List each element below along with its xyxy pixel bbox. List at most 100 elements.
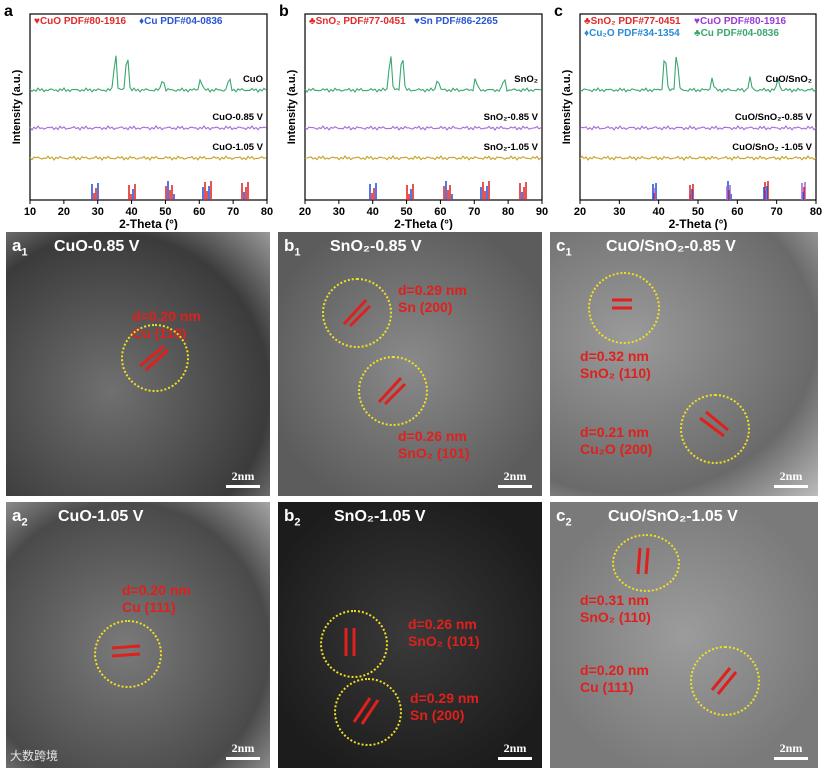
xrd-chart-b: b ♣SnO₂ PDF#77-0451 ♥Sn PDF#86-2265 SnO₂ SnO… bbox=[279, 3, 548, 230]
legend-entry: ♦Cu PDF#04-0836 bbox=[139, 16, 223, 27]
x-tick-label: 30 bbox=[613, 206, 625, 218]
xrd-panel-b: b ♣SnO₂ PDF#77-0451 ♥Sn PDF#86-2265 SnO₂ SnO… bbox=[275, 0, 550, 230]
trace-label: CuO/SnO₂ bbox=[766, 74, 812, 85]
x-tick-label: 70 bbox=[468, 206, 480, 218]
scale-bar: 2nm bbox=[498, 469, 532, 488]
panel-label: b2 bbox=[284, 506, 301, 529]
panel-label: a2 bbox=[12, 506, 28, 529]
x-axis-label: 2-Theta (°) bbox=[394, 217, 453, 230]
legend-entry: ♥CuO PDF#80-1916 bbox=[34, 16, 127, 27]
lattice-annotation: d=0.26 nm SnO₂ (101) bbox=[408, 616, 480, 649]
trace-label: SnO₂ bbox=[514, 74, 538, 85]
x-tick-label: 80 bbox=[810, 206, 822, 218]
panel-label: a1 bbox=[12, 236, 28, 259]
panel-title: CuO/SnO₂-1.05 V bbox=[608, 508, 738, 525]
y-axis-label: Intensity (a.u.) bbox=[561, 69, 573, 144]
trace-label: CuO-1.05 V bbox=[212, 142, 263, 153]
legend-entry: ♣Cu PDF#04-0836 bbox=[694, 28, 779, 39]
x-tick-label: 70 bbox=[227, 206, 239, 218]
xrd-trace bbox=[29, 125, 267, 131]
x-tick-label: 20 bbox=[574, 206, 586, 218]
x-tick-label: 30 bbox=[92, 206, 104, 218]
lattice-mark bbox=[111, 644, 141, 658]
lattice-circle bbox=[588, 272, 660, 344]
x-tick-label: 70 bbox=[771, 206, 783, 218]
panel-letter: c bbox=[554, 3, 563, 20]
panel-title: CuO/SnO₂-0.85 V bbox=[606, 238, 736, 255]
scale-bar: 2nm bbox=[774, 469, 808, 488]
x-axis-label: 2-Theta (°) bbox=[669, 217, 728, 230]
watermark: 大数跨境 bbox=[10, 749, 59, 763]
x-tick-label: 20 bbox=[58, 206, 70, 218]
lattice-mark bbox=[699, 410, 729, 438]
xrd-panel-a: a ♥CuO PDF#80-1916 ♦Cu PDF#04-0836 CuO CuO-0… bbox=[0, 0, 275, 230]
y-axis-label: Intensity (a.u.) bbox=[286, 69, 298, 144]
panel-label: c2 bbox=[556, 506, 572, 529]
legend-entry: ♣SnO₂ PDF#77-0451 bbox=[309, 16, 406, 27]
x-tick-label: 90 bbox=[536, 206, 548, 218]
panel-letter: b bbox=[279, 3, 289, 20]
legend-entry: ♦Cu₂O PDF#34-1354 bbox=[584, 28, 680, 39]
plot-frame bbox=[304, 13, 543, 201]
lattice-mark bbox=[139, 344, 170, 372]
x-tick-label: 60 bbox=[193, 206, 205, 218]
trace-label: CuO bbox=[243, 74, 263, 85]
trace-label: CuO-0.85 V bbox=[212, 112, 263, 123]
xrd-trace bbox=[579, 155, 817, 161]
x-tick-label: 40 bbox=[653, 206, 665, 218]
trace-label: SnO₂-0.85 V bbox=[484, 112, 539, 123]
panel-title: SnO₂-0.85 V bbox=[330, 238, 422, 255]
scale-bar: 2nm bbox=[226, 741, 260, 760]
x-tick-label: 50 bbox=[400, 206, 412, 218]
panel-title: SnO₂-1.05 V bbox=[334, 508, 426, 525]
tem-image-b1: b1 SnO₂-0.85 V d=0.29 nm Sn (200) d=0.26 … bbox=[278, 232, 542, 496]
lattice-circle bbox=[680, 394, 750, 464]
x-tick-label: 60 bbox=[434, 206, 446, 218]
lattice-mark bbox=[342, 298, 372, 328]
lattice-mark bbox=[636, 547, 650, 575]
xrd-trace bbox=[304, 155, 542, 161]
lattice-annotation: d=0.20 nm Cu (111) bbox=[580, 662, 649, 695]
tem-image-c1: c1 CuO/SnO₂-0.85 V d=0.32 nm SnO₂ (110) d… bbox=[550, 232, 818, 496]
lattice-annotation: d=0.32 nm SnO₂ (110) bbox=[580, 348, 651, 381]
x-tick-label: 50 bbox=[692, 206, 704, 218]
xrd-trace bbox=[579, 125, 817, 131]
x-tick-label: 80 bbox=[261, 206, 273, 218]
xrd-panel-c: c ♣SnO₂ PDF#77-0451 ♥CuO PDF#80-1916 ♦Cu₂O … bbox=[550, 0, 824, 230]
tem-image-b2: b2 SnO₂-1.05 V d=0.26 nm SnO₂ (101) d=0.2… bbox=[278, 502, 542, 768]
panel-letter: a bbox=[4, 3, 13, 20]
lattice-mark bbox=[344, 628, 356, 656]
y-axis-label: Intensity (a.u.) bbox=[11, 69, 23, 144]
lattice-annotation: d=0.20 nm Cu (111) bbox=[122, 582, 191, 615]
xrd-trace bbox=[304, 56, 542, 93]
tem-image-a2: a2 CuO-1.05 V d=0.20 nm Cu (111) 2nm 大数跨境 bbox=[6, 502, 270, 768]
trace-label: CuO/SnO₂ -1.05 V bbox=[732, 142, 812, 153]
lattice-mark bbox=[352, 697, 380, 725]
x-tick-label: 40 bbox=[367, 206, 379, 218]
lattice-circle bbox=[322, 278, 392, 348]
lattice-mark bbox=[710, 667, 738, 695]
x-tick-label: 80 bbox=[502, 206, 514, 218]
xrd-trace bbox=[579, 56, 817, 93]
panel-title: CuO-0.85 V bbox=[54, 238, 140, 255]
xrd-chart-a: a ♥CuO PDF#80-1916 ♦Cu PDF#04-0836 CuO CuO-0… bbox=[4, 3, 273, 230]
panel-label: c1 bbox=[556, 236, 572, 259]
plot-frame bbox=[579, 13, 817, 201]
lattice-circle bbox=[121, 324, 189, 392]
lattice-circle bbox=[690, 646, 760, 716]
tem-image-a1: a1 CuO-0.85 V d=0.20 nm Cu (110) 2nm bbox=[6, 232, 270, 496]
x-tick-label: 40 bbox=[125, 206, 137, 218]
plot-frame bbox=[29, 13, 268, 201]
legend-entry: ♥Sn PDF#86-2265 bbox=[414, 16, 498, 27]
lattice-mark bbox=[612, 298, 632, 310]
tem-image-c2: c2 CuO/SnO₂-1.05 V d=0.31 nm SnO₂ (110) d… bbox=[550, 502, 818, 768]
lattice-annotation: d=0.29 nm Sn (200) bbox=[398, 282, 467, 315]
xrd-trace bbox=[29, 155, 267, 161]
lattice-circle bbox=[320, 610, 388, 678]
lattice-mark bbox=[377, 376, 407, 406]
lattice-circle bbox=[358, 356, 428, 426]
x-axis-label: 2-Theta (°) bbox=[119, 217, 178, 230]
scale-bar: 2nm bbox=[226, 469, 260, 488]
legend-entry: ♥CuO PDF#80-1916 bbox=[694, 16, 787, 27]
panel-label: b1 bbox=[284, 236, 301, 259]
